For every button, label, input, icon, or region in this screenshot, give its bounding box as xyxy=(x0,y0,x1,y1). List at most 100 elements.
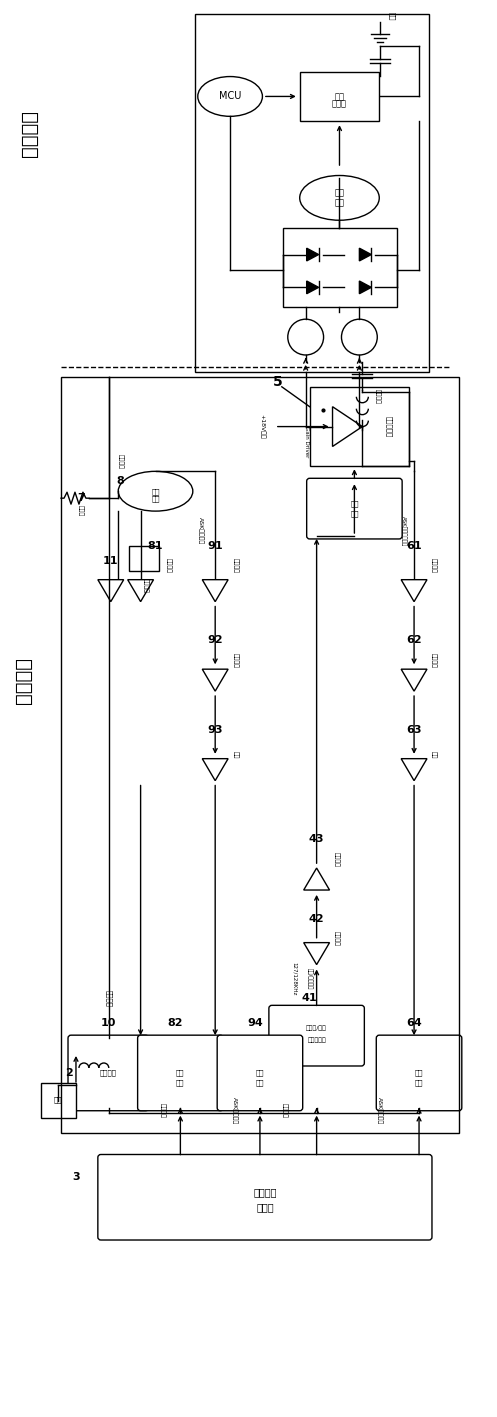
Text: 91: 91 xyxy=(207,541,223,551)
Text: 93: 93 xyxy=(207,726,223,735)
Text: 转换: 转换 xyxy=(415,1080,423,1087)
Text: 电源: 电源 xyxy=(54,1097,62,1102)
Text: +18V电源: +18V电源 xyxy=(259,414,265,439)
Text: 42: 42 xyxy=(309,914,325,924)
Text: 127/128KHz: 127/128KHz xyxy=(292,962,297,995)
Text: 转换: 转换 xyxy=(255,1080,264,1087)
Text: 隔离电源: 隔离电源 xyxy=(99,1070,116,1077)
Text: 充电设备: 充电设备 xyxy=(14,656,33,704)
Polygon shape xyxy=(401,669,427,691)
Polygon shape xyxy=(304,869,330,890)
Text: 10: 10 xyxy=(101,1019,116,1029)
Text: ASK信号取样: ASK信号取样 xyxy=(197,517,203,544)
Bar xyxy=(41,1083,76,1118)
Bar xyxy=(283,228,397,307)
Polygon shape xyxy=(401,580,427,602)
Text: ASK信号输出: ASK信号输出 xyxy=(376,1097,382,1124)
Text: 92: 92 xyxy=(207,635,223,645)
Text: 信号放大: 信号放大 xyxy=(232,653,238,667)
Text: 被测终端: 被测终端 xyxy=(20,109,39,157)
Text: 电池: 电池 xyxy=(389,11,396,20)
FancyBboxPatch shape xyxy=(269,1005,364,1066)
Text: 94: 94 xyxy=(247,1019,263,1029)
Text: 载波放大: 载波放大 xyxy=(143,578,149,594)
Polygon shape xyxy=(202,758,228,781)
FancyBboxPatch shape xyxy=(98,1155,432,1240)
Text: Gain Driver: Gain Driver xyxy=(304,427,309,458)
Text: 数据通讯: 数据通讯 xyxy=(160,1104,166,1118)
Polygon shape xyxy=(128,580,154,602)
FancyBboxPatch shape xyxy=(376,1036,462,1111)
Polygon shape xyxy=(98,580,124,602)
Circle shape xyxy=(341,319,377,356)
Bar xyxy=(195,14,429,371)
Text: 数据: 数据 xyxy=(415,1070,423,1077)
Text: 耦合装置: 耦合装置 xyxy=(374,390,380,404)
Bar xyxy=(129,546,159,571)
Text: 波形整形: 波形整形 xyxy=(333,852,339,867)
Ellipse shape xyxy=(300,176,379,220)
Text: ASK信号输出: ASK信号输出 xyxy=(232,1097,238,1124)
Text: 智能测量: 智能测量 xyxy=(253,1187,277,1197)
Text: 正弦波/方波: 正弦波/方波 xyxy=(306,1026,327,1032)
Text: 62: 62 xyxy=(406,635,422,645)
Text: 63: 63 xyxy=(407,726,422,735)
Text: 信号放大: 信号放大 xyxy=(333,931,339,947)
Text: 7: 7 xyxy=(77,493,85,503)
Text: 43: 43 xyxy=(309,835,325,845)
Text: 控制器: 控制器 xyxy=(332,99,347,108)
Circle shape xyxy=(288,319,324,356)
Text: 载波: 载波 xyxy=(350,500,359,507)
Text: 调制: 调制 xyxy=(350,510,359,517)
Text: 信号放大: 信号放大 xyxy=(431,653,437,667)
Text: 整流: 整流 xyxy=(334,188,344,197)
Text: 3: 3 xyxy=(72,1172,80,1182)
Ellipse shape xyxy=(198,77,262,116)
Text: 载样信号: 载样信号 xyxy=(166,558,171,574)
Text: 11: 11 xyxy=(103,555,118,565)
Text: 整流: 整流 xyxy=(232,751,238,758)
Polygon shape xyxy=(401,758,427,781)
Text: 电流取样: 电流取样 xyxy=(118,453,124,469)
Text: 分流器: 分流器 xyxy=(78,506,83,517)
FancyBboxPatch shape xyxy=(138,1036,223,1111)
Text: 控制器: 控制器 xyxy=(256,1202,274,1212)
Text: 取样: 取样 xyxy=(151,496,160,503)
Text: 转换: 转换 xyxy=(176,1080,184,1087)
Bar xyxy=(300,72,379,122)
FancyBboxPatch shape xyxy=(217,1036,303,1111)
Text: 64: 64 xyxy=(406,1019,422,1029)
Text: 信号发生器: 信号发生器 xyxy=(307,1037,326,1043)
Text: 8: 8 xyxy=(117,476,125,486)
Text: 整流: 整流 xyxy=(431,751,437,758)
Text: 2: 2 xyxy=(65,1068,73,1078)
Text: MCU: MCU xyxy=(219,92,241,102)
Polygon shape xyxy=(304,942,330,965)
Text: 61: 61 xyxy=(406,541,422,551)
Bar xyxy=(310,387,409,466)
Text: 电流: 电流 xyxy=(151,487,160,495)
FancyBboxPatch shape xyxy=(68,1036,149,1111)
Text: 低通滤波: 低通滤波 xyxy=(431,558,437,574)
Text: 正弦/方波信号: 正弦/方波信号 xyxy=(307,968,313,989)
Text: 模数: 模数 xyxy=(176,1070,184,1077)
Polygon shape xyxy=(359,281,371,293)
Text: 5: 5 xyxy=(273,376,283,388)
Text: 数据: 数据 xyxy=(255,1070,264,1077)
Bar xyxy=(61,377,459,1132)
Text: 功率放大器: 功率放大器 xyxy=(386,417,393,438)
Ellipse shape xyxy=(118,472,193,512)
Text: 数据通讯: 数据通讯 xyxy=(282,1104,288,1118)
Polygon shape xyxy=(307,281,319,293)
Text: 81: 81 xyxy=(148,541,164,551)
Polygon shape xyxy=(202,580,228,602)
Text: 82: 82 xyxy=(167,1019,183,1029)
Text: 41: 41 xyxy=(302,993,318,1003)
Text: 低通滤波: 低通滤波 xyxy=(232,558,238,574)
Text: 隔离电源: 隔离电源 xyxy=(105,990,112,1007)
Polygon shape xyxy=(202,669,228,691)
FancyBboxPatch shape xyxy=(307,479,402,538)
Text: 充电: 充电 xyxy=(334,92,344,101)
Text: ASK调制信号获取: ASK调制信号获取 xyxy=(402,516,407,546)
Polygon shape xyxy=(307,248,319,261)
